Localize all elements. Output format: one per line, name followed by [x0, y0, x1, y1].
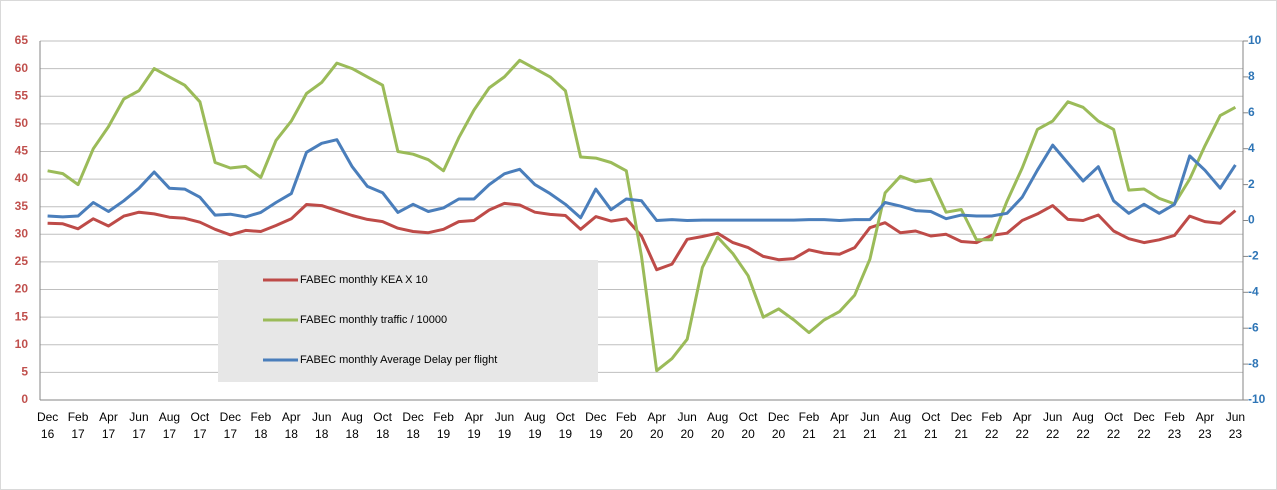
y2-tick-label: -4 [1248, 284, 1259, 298]
legend-label: FABEC monthly traffic / 10000 [300, 314, 447, 326]
y2-tick-label: 6 [1248, 105, 1255, 119]
y-tick-label: 60 [15, 61, 29, 75]
y-tick-label: 55 [15, 88, 29, 102]
y2-tick-label: -6 [1248, 320, 1259, 334]
x-tick-label: Feb 20 [616, 410, 637, 441]
y2-tick-label: 10 [1248, 33, 1262, 47]
series-line [47, 201, 1237, 272]
y-tick-label: 25 [15, 254, 29, 268]
series-line [47, 58, 1237, 373]
y2-tick-label: 0 [1248, 213, 1255, 227]
x-tick-label: Dec 19 [585, 410, 606, 441]
legend-label: FABEC monthly KEA X 10 [300, 274, 428, 286]
x-tick-label: Aug 20 [707, 410, 728, 441]
y-tick-label: 45 [15, 144, 29, 158]
y-tick-label: 15 [15, 309, 29, 323]
x-tick-label: Feb 18 [250, 410, 271, 441]
y-tick-label: 20 [15, 282, 29, 296]
y-tick-label: 30 [15, 226, 29, 240]
x-tick-label: Apr 17 [99, 410, 118, 441]
y-tick-label: 65 [15, 33, 29, 47]
legend-label: FABEC monthly Average Delay per flight [300, 354, 497, 366]
x-tick-label: Jun 17 [129, 410, 148, 441]
x-tick-label: Oct 20 [739, 410, 758, 441]
x-tick-label: Oct 22 [1104, 410, 1123, 441]
x-tick-label: Jun 23 [1226, 410, 1245, 441]
y-tick-label: 50 [15, 116, 29, 130]
x-tick-label: Aug 17 [159, 410, 180, 441]
y-tick-label: 35 [15, 199, 29, 213]
series-line [47, 138, 1237, 222]
x-tick-label: Jun 22 [1043, 410, 1062, 441]
y-tick-label: 0 [21, 392, 28, 406]
x-tick-label: Dec 17 [220, 410, 241, 441]
y-tick-label: 40 [15, 171, 29, 185]
x-tick-label: Feb 19 [433, 410, 454, 441]
x-tick-label: Jun 21 [860, 410, 879, 441]
y2-tick-label: 8 [1248, 69, 1255, 83]
x-tick-label: Dec 18 [402, 410, 423, 441]
x-tick-label: Feb 22 [981, 410, 1002, 441]
x-tick-label: Dec 20 [768, 410, 789, 441]
x-tick-label: Feb 23 [1164, 410, 1185, 441]
x-tick-label: Feb 21 [799, 410, 820, 441]
x-tick-label: Aug 21 [890, 410, 911, 441]
x-tick-label: Dec 22 [1133, 410, 1154, 441]
x-tick-label: Aug 22 [1072, 410, 1093, 441]
y2-tick-label: -8 [1248, 356, 1259, 370]
x-tick-label: Apr 19 [465, 410, 484, 441]
x-tick-label: Dec 21 [951, 410, 972, 441]
x-tick-label: Apr 22 [1013, 410, 1032, 441]
y2-tick-label: 2 [1248, 177, 1255, 191]
y2-tick-label: 4 [1248, 141, 1255, 155]
x-tick-label: Jun 19 [495, 410, 514, 441]
x-tick-label: Apr 21 [830, 410, 849, 441]
y-tick-label: 10 [15, 337, 29, 351]
x-tick-label: Oct 19 [556, 410, 575, 441]
y2-tick-label: -2 [1248, 249, 1259, 263]
x-tick-label: Aug 18 [341, 410, 362, 441]
x-tick-label: Oct 18 [373, 410, 392, 441]
x-tick-label: Apr 23 [1196, 410, 1215, 441]
x-tick-label: Aug 19 [524, 410, 545, 441]
x-tick-label: Oct 21 [921, 410, 940, 441]
x-tick-label: Apr 20 [647, 410, 666, 441]
y2-tick-label: -10 [1248, 392, 1266, 406]
x-tick-label: Jun 20 [678, 410, 697, 441]
y-tick-label: 5 [21, 365, 28, 379]
x-tick-label: Feb 17 [68, 410, 89, 441]
x-tick-label: Apr 18 [282, 410, 301, 441]
x-tick-label: Oct 17 [191, 410, 210, 441]
x-tick-label: Dec 16 [37, 410, 58, 441]
x-tick-label: Jun 18 [312, 410, 331, 441]
